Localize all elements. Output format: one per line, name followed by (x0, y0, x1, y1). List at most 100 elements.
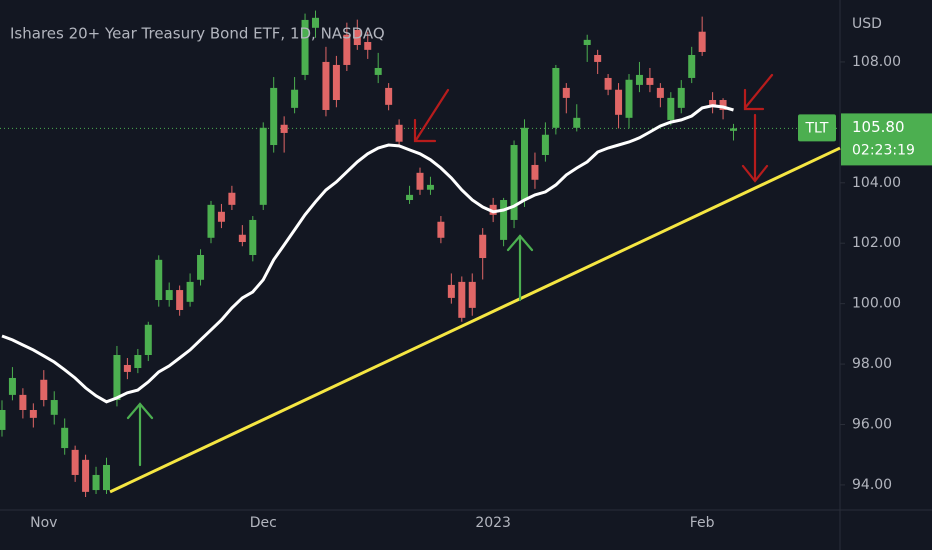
candle-body (489, 204, 497, 215)
candle-body (395, 124, 403, 142)
candle-body (113, 355, 121, 401)
arrow-up (506, 234, 534, 302)
candle-body (186, 281, 194, 302)
candle-body (406, 194, 414, 201)
candle-body (353, 29, 361, 46)
candle-body (50, 400, 58, 415)
countdown-label: 02:23:19 (852, 142, 915, 158)
plot-area (0, 10, 841, 498)
candle-body (479, 234, 487, 259)
candle-body (625, 79, 633, 118)
candle-body (416, 172, 424, 190)
price-tag-label: 105.80 (852, 118, 905, 136)
y-tick-label: 94.00 (852, 477, 892, 493)
symbol-tag (798, 114, 836, 142)
candle-body (531, 164, 539, 180)
candle-body (259, 127, 267, 205)
candle-body (123, 364, 131, 372)
candle-body (0, 409, 6, 430)
candle-body (573, 117, 581, 128)
candle-body (19, 394, 27, 410)
candle-body (40, 379, 48, 401)
annotation-arrows (126, 73, 774, 467)
candle-body (583, 39, 591, 46)
candle-body (510, 145, 518, 220)
moving-average (1, 104, 734, 404)
candle-body (322, 61, 330, 110)
candle-body (332, 64, 340, 101)
candle-body (71, 449, 79, 475)
candle-body (176, 290, 184, 310)
candle-body (468, 281, 476, 308)
candle-body (197, 255, 205, 280)
candle-body (207, 204, 215, 238)
candle-body (667, 97, 675, 120)
candle-body (594, 54, 602, 62)
arrow-down (741, 113, 769, 183)
y-tick-label: 100.00 (852, 296, 901, 312)
candle-body (238, 234, 246, 243)
candle-body (500, 200, 508, 240)
candle-body (228, 192, 236, 205)
candle-body (270, 87, 278, 146)
candle-body (437, 221, 445, 238)
candle-body (280, 124, 288, 133)
candle-body (92, 474, 100, 491)
y-tick-label: 96.00 (852, 416, 892, 432)
candle-body (698, 31, 706, 52)
y-tick-label: 98.00 (852, 356, 892, 372)
candle-body (102, 464, 110, 491)
x-tick-label: Dec (250, 515, 277, 531)
price-tag (841, 113, 932, 166)
candle-body (656, 87, 664, 98)
x-tick-label: 2023 (475, 515, 511, 531)
candle-body (311, 17, 319, 28)
candle-body (521, 127, 529, 201)
candle-body (458, 281, 466, 318)
candle-body (677, 87, 685, 108)
candle-body (165, 290, 173, 301)
candle-body (646, 77, 654, 85)
arrow-up (126, 402, 154, 467)
chart-title: Ishares 20+ Year Treasury Bond ETF, 1D, … (10, 25, 385, 43)
candle-body (552, 67, 560, 128)
candle-body (82, 459, 90, 492)
currency-label: USD (852, 16, 882, 32)
candle-body (364, 41, 372, 50)
x-tick-label: Nov (30, 515, 57, 531)
candle-body (343, 34, 351, 65)
candle-body (29, 409, 37, 418)
y-tick-label: 108.00 (852, 54, 901, 70)
arrow-down (413, 88, 450, 143)
candle-body (615, 89, 623, 115)
arrow-down (743, 73, 774, 111)
candle-body (8, 377, 16, 395)
candle-body (301, 19, 309, 75)
candle-body (719, 100, 727, 110)
candle-body (61, 427, 69, 449)
candle-body (249, 219, 257, 255)
trendline (109, 146, 841, 494)
candle-body (144, 324, 152, 356)
candle-body (447, 284, 455, 298)
y-tick-label: 102.00 (852, 235, 901, 251)
candle-body (385, 87, 393, 105)
candle-body (562, 87, 570, 98)
candle-body (374, 67, 382, 75)
candle-body (426, 184, 434, 190)
candle-body (730, 128, 738, 131)
symbol-label: TLT (805, 120, 829, 136)
candle-body (217, 211, 225, 222)
x-tick-label: Feb (690, 515, 715, 531)
candle-body (688, 54, 696, 78)
candle-body (709, 100, 717, 106)
candle-body (291, 89, 299, 108)
candle-body (635, 74, 643, 85)
y-tick-label: 104.00 (852, 175, 901, 191)
candle-body (604, 77, 612, 90)
candle-body (134, 355, 142, 368)
candle-body (541, 134, 549, 155)
